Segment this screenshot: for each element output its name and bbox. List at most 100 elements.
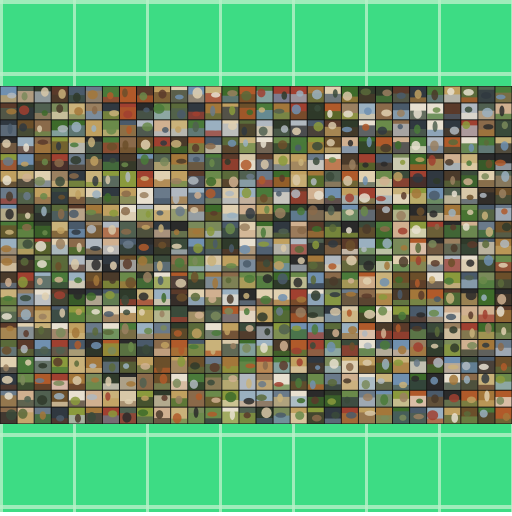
thumbnail-image — [290, 103, 307, 120]
thumbnail-image — [256, 204, 273, 221]
thumbnail-image — [444, 154, 461, 170]
image-thumbnail-mosaic — [0, 86, 512, 424]
thumbnail-image — [290, 154, 307, 170]
thumbnail-image — [85, 289, 102, 306]
thumbnail-image — [102, 103, 120, 120]
thumbnail-image — [154, 187, 171, 204]
thumbnail-image — [444, 103, 461, 120]
thumbnail-image — [85, 356, 102, 373]
thumbnail-image — [478, 255, 495, 272]
thumbnail-image — [171, 340, 188, 356]
thumbnail-image — [137, 137, 154, 154]
thumbnail-image — [137, 86, 154, 103]
thumbnail-image — [444, 272, 461, 289]
thumbnail-image — [256, 171, 273, 187]
thumbnail-image — [375, 373, 393, 390]
thumbnail-image — [461, 373, 478, 390]
thumbnail-image — [188, 271, 205, 289]
thumbnail-image — [341, 221, 358, 238]
thumbnail-image — [51, 103, 68, 120]
thumbnail-image — [188, 204, 205, 221]
thumbnail-image — [478, 356, 495, 373]
thumbnail-image — [290, 272, 307, 289]
thumbnail-image — [358, 171, 375, 187]
thumbnail-image — [478, 373, 495, 390]
thumbnail-image — [85, 171, 102, 187]
thumbnail-image — [427, 340, 444, 356]
thumbnail-image — [478, 238, 495, 255]
thumbnail-image — [68, 137, 85, 154]
thumbnail-image — [461, 407, 478, 424]
thumbnail-image — [51, 407, 68, 424]
thumbnail-image — [478, 86, 495, 103]
thumbnail-image — [34, 373, 51, 390]
thumbnail-image — [222, 407, 239, 424]
thumbnail-image — [205, 221, 222, 238]
thumbnail-image — [34, 137, 51, 154]
thumbnail-image — [171, 255, 188, 272]
thumbnail-image — [154, 86, 171, 103]
thumbnail-image — [478, 407, 495, 424]
thumbnail-image — [102, 204, 119, 221]
thumbnail-image — [444, 340, 461, 356]
thumbnail-image — [137, 340, 154, 356]
thumbnail-image — [51, 356, 68, 373]
thumbnail-image — [222, 390, 239, 407]
thumbnail-image — [324, 390, 341, 407]
thumbnail-image — [154, 137, 171, 154]
thumbnail-image — [410, 204, 427, 221]
thumbnail-image — [375, 221, 393, 238]
thumbnail-image — [102, 323, 119, 339]
thumbnail-image — [410, 340, 427, 356]
thumbnail-image — [461, 289, 478, 306]
thumbnail-image — [188, 103, 205, 120]
thumbnail-image — [68, 187, 85, 204]
thumbnail-image — [239, 356, 256, 373]
thumbnail-image — [307, 154, 324, 170]
thumbnail-image — [495, 306, 512, 323]
thumbnail-image — [324, 103, 341, 120]
thumbnail-image — [137, 221, 154, 238]
thumbnail-image — [495, 187, 512, 204]
thumbnail-image — [290, 120, 307, 137]
thumbnail-image — [51, 120, 69, 137]
thumbnail-image — [341, 137, 358, 154]
thumbnail-image — [393, 306, 410, 323]
thumbnail-image — [68, 356, 85, 373]
thumbnail-image — [34, 187, 51, 204]
thumbnail-image — [393, 340, 410, 356]
thumbnail-image — [307, 103, 324, 120]
thumbnail-image — [341, 171, 358, 187]
thumbnail-image — [273, 137, 290, 154]
thumbnail-image — [495, 103, 512, 120]
thumbnail-image — [410, 356, 427, 373]
thumbnail-image — [222, 86, 239, 103]
thumbnail-image — [68, 86, 85, 103]
thumbnail-image — [290, 86, 307, 103]
thumbnail-image — [307, 86, 324, 103]
thumbnail-image — [102, 187, 119, 204]
thumbnail-image — [444, 187, 461, 204]
thumbnail-image — [205, 103, 222, 120]
thumbnail-image — [222, 373, 239, 390]
thumbnail-image — [119, 154, 137, 170]
thumbnail-image — [495, 323, 512, 339]
thumbnail-image — [239, 137, 256, 154]
thumbnail-image — [444, 171, 461, 187]
thumbnail-image — [290, 373, 307, 390]
thumbnail-image — [495, 340, 512, 356]
thumbnail-image — [188, 120, 205, 137]
thumbnail-image — [427, 390, 444, 407]
thumbnail-image — [256, 120, 273, 137]
thumbnail-image — [461, 204, 478, 221]
thumbnail-image — [51, 86, 68, 103]
thumbnail-image — [34, 323, 51, 339]
thumbnail-image — [341, 272, 358, 289]
thumbnail-image — [427, 154, 444, 170]
thumbnail-image — [495, 221, 512, 238]
thumbnail-image — [0, 154, 17, 170]
thumbnail-image — [119, 306, 137, 323]
thumbnail-image — [188, 221, 205, 238]
thumbnail-image — [137, 306, 154, 323]
thumbnail-image — [154, 289, 171, 306]
